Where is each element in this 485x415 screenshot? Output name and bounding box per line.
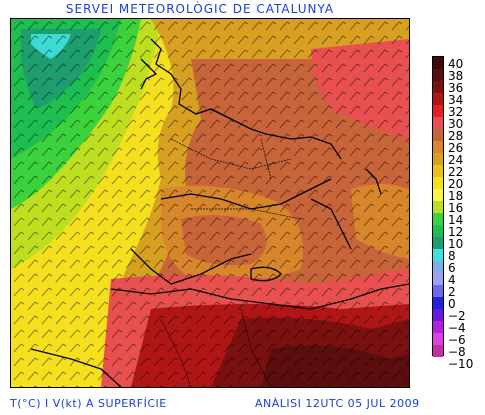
legend-label: −4	[448, 321, 466, 335]
legend-label: 28	[448, 129, 464, 143]
map-variable-caption: T(°C) I V(kt) A SUPERFÍCIE	[10, 397, 167, 410]
legend-swatch	[433, 153, 443, 165]
legend-label: 16	[448, 201, 464, 215]
legend-swatch	[433, 225, 443, 237]
legend-swatch	[433, 333, 443, 345]
legend-swatch	[433, 129, 443, 141]
legend-label: −6	[448, 333, 466, 347]
legend-swatch	[433, 297, 443, 309]
legend-swatch	[433, 201, 443, 213]
legend-swatch	[433, 93, 443, 105]
legend-label: 14	[448, 213, 464, 227]
legend-label: 0	[448, 297, 456, 311]
legend-swatch	[433, 237, 443, 249]
map-canvas	[11, 19, 409, 387]
legend-label: 6	[448, 261, 456, 275]
legend-label: 4	[448, 273, 456, 287]
legend-label: 34	[448, 93, 464, 107]
wind-barbs	[11, 19, 409, 387]
legend-label: 20	[448, 177, 464, 191]
legend-label: 24	[448, 153, 464, 167]
legend-label: −8	[448, 345, 466, 359]
legend-swatch	[433, 309, 443, 321]
legend-label: 22	[448, 165, 464, 179]
legend-swatch	[433, 285, 443, 297]
legend-swatch	[433, 345, 443, 357]
legend-swatch	[433, 177, 443, 189]
legend-label: 26	[448, 141, 464, 155]
legend-swatch	[433, 249, 443, 261]
legend-swatch	[433, 213, 443, 225]
legend-label: −2	[448, 309, 466, 323]
temperature-legend	[432, 56, 444, 357]
legend-label: 12	[448, 225, 464, 239]
legend-swatch	[433, 81, 443, 93]
legend-label: 8	[448, 249, 456, 263]
legend-label: 10	[448, 237, 464, 251]
legend-swatch	[433, 141, 443, 153]
legend-swatch	[433, 69, 443, 81]
legend-swatch	[433, 165, 443, 177]
legend-label: 2	[448, 285, 456, 299]
legend-label: 40	[448, 57, 464, 71]
legend-swatch	[433, 117, 443, 129]
legend-swatch	[433, 105, 443, 117]
analysis-time-caption: ANÀLISI 12UTC 05 JUL 2009	[255, 397, 420, 410]
legend-swatch	[433, 261, 443, 273]
legend-swatch	[433, 189, 443, 201]
legend-label: 32	[448, 105, 464, 119]
legend-label: 38	[448, 69, 464, 83]
map-title: SERVEI METEOROLÒGIC DE CATALUNYA	[65, 2, 335, 16]
legend-label: 36	[448, 81, 464, 95]
legend-label: 30	[448, 117, 464, 131]
legend-swatch	[433, 273, 443, 285]
legend-swatch	[433, 57, 443, 69]
legend-swatch	[433, 321, 443, 333]
legend-label: 18	[448, 189, 464, 203]
temperature-wind-map	[10, 18, 410, 388]
legend-label: −10	[448, 357, 474, 371]
